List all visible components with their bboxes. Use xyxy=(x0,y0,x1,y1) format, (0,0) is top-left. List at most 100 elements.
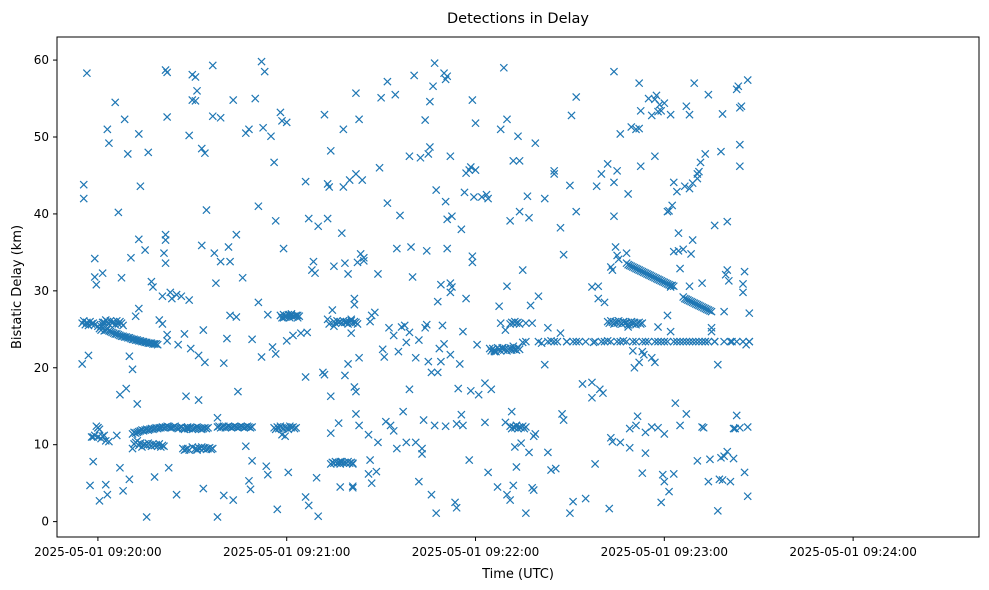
data-point xyxy=(558,409,567,418)
data-point xyxy=(462,294,471,303)
data-point xyxy=(95,496,104,505)
data-point xyxy=(422,320,431,329)
data-point xyxy=(181,392,191,401)
data-point xyxy=(738,279,748,288)
data-point xyxy=(301,492,310,502)
data-point xyxy=(326,146,335,155)
data-point xyxy=(441,422,450,431)
data-point xyxy=(430,59,439,68)
data-point xyxy=(339,182,348,192)
data-point xyxy=(616,129,625,138)
data-point xyxy=(323,214,332,223)
data-point xyxy=(534,292,543,301)
scatter-markers xyxy=(78,57,754,522)
data-point xyxy=(501,326,510,335)
data-point xyxy=(521,337,530,346)
data-point xyxy=(172,490,181,499)
data-point xyxy=(654,322,663,332)
data-point xyxy=(457,225,466,234)
data-point xyxy=(273,505,282,514)
data-point xyxy=(367,479,376,488)
data-point xyxy=(641,337,650,346)
x-tick-label: 2025-05-01 09:22:00 xyxy=(412,545,539,559)
data-point xyxy=(565,509,574,518)
data-point xyxy=(443,215,452,224)
data-point xyxy=(114,208,123,217)
data-point xyxy=(295,312,304,321)
data-point xyxy=(392,444,401,453)
data-point xyxy=(344,359,353,368)
data-point xyxy=(210,249,219,258)
data-point xyxy=(669,178,678,187)
data-point xyxy=(635,358,644,367)
data-point xyxy=(685,282,694,291)
data-point xyxy=(386,421,395,430)
data-point xyxy=(534,337,543,346)
data-point xyxy=(422,246,431,255)
data-point xyxy=(735,423,744,432)
data-point xyxy=(679,245,688,254)
data-point xyxy=(705,455,714,464)
data-point xyxy=(509,156,518,165)
data-point xyxy=(427,490,436,499)
data-point xyxy=(314,222,323,231)
data-point xyxy=(101,480,110,489)
data-point xyxy=(671,399,680,408)
data-point xyxy=(304,214,313,223)
x-tick-label: 2025-05-01 09:21:00 xyxy=(223,545,350,559)
data-point xyxy=(355,421,364,430)
x-tick-label: 2025-05-01 09:20:00 xyxy=(34,545,161,559)
data-point xyxy=(288,331,298,340)
data-point xyxy=(355,115,364,124)
data-point xyxy=(323,315,332,324)
data-point xyxy=(502,490,512,499)
data-point xyxy=(421,116,430,125)
data-point xyxy=(477,192,486,202)
data-point xyxy=(685,337,694,346)
data-point xyxy=(163,336,172,345)
data-point xyxy=(348,483,357,492)
data-point xyxy=(219,359,228,368)
data-point xyxy=(193,86,202,95)
data-point xyxy=(383,77,392,86)
data-point xyxy=(383,199,392,208)
data-point xyxy=(86,481,95,490)
data-point xyxy=(597,169,606,178)
data-point xyxy=(381,417,390,426)
data-point xyxy=(660,429,669,438)
data-point xyxy=(641,428,650,437)
data-point xyxy=(270,158,279,167)
data-point xyxy=(271,216,280,225)
data-point xyxy=(194,396,203,405)
data-point xyxy=(502,115,512,124)
data-point xyxy=(344,269,353,278)
data-point xyxy=(524,213,534,222)
data-point xyxy=(414,477,423,486)
data-point xyxy=(635,79,644,88)
data-point xyxy=(738,337,748,346)
data-point xyxy=(208,112,217,121)
data-point xyxy=(174,340,183,349)
data-point xyxy=(625,424,634,433)
data-point xyxy=(95,425,104,434)
data-point xyxy=(194,351,203,360)
data-point xyxy=(737,102,746,111)
data-point xyxy=(103,125,112,134)
data-point xyxy=(474,390,483,399)
data-point xyxy=(468,258,477,267)
data-point xyxy=(698,279,707,288)
data-point xyxy=(391,90,400,99)
data-point xyxy=(652,91,661,100)
data-point xyxy=(353,258,362,267)
data-point xyxy=(471,166,480,175)
data-point xyxy=(540,194,549,203)
data-point xyxy=(364,430,373,439)
data-point xyxy=(487,385,496,394)
data-point xyxy=(122,384,131,393)
data-point xyxy=(350,300,359,309)
data-point xyxy=(547,466,556,475)
data-point xyxy=(550,169,559,178)
data-point xyxy=(569,497,578,506)
data-point xyxy=(123,149,132,158)
data-point xyxy=(551,464,560,473)
